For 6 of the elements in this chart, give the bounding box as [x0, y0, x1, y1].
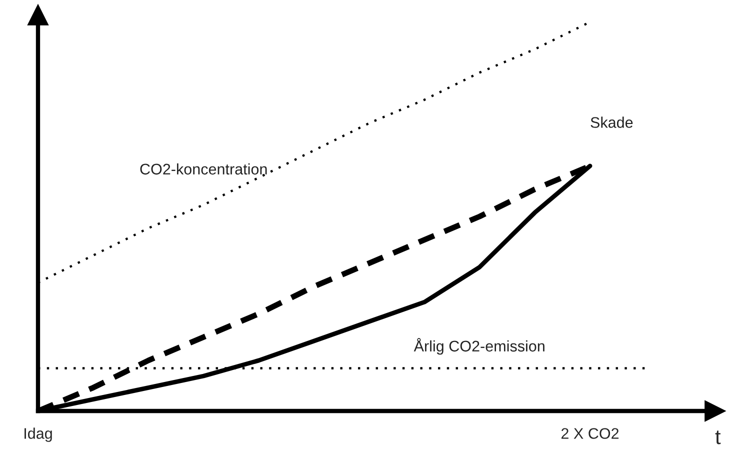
- series-label: CO2-koncentration: [140, 163, 267, 175]
- x-tick-label: 2 X CO2: [561, 428, 619, 439]
- x-axis-title: t: [715, 430, 721, 444]
- series-label: Årlig CO2-emission: [414, 338, 544, 355]
- text: Skade: [590, 116, 633, 128]
- x-tick-label: Idag: [24, 428, 52, 442]
